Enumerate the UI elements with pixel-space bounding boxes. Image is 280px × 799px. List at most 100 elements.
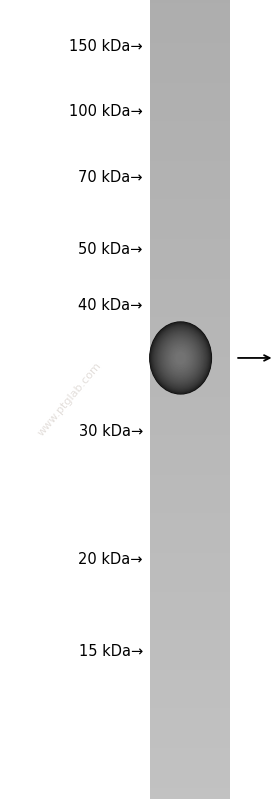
Ellipse shape <box>173 349 188 367</box>
Bar <box>150 644 230 647</box>
Bar <box>150 307 230 309</box>
Bar <box>150 480 230 483</box>
Bar <box>150 593 230 595</box>
Bar <box>150 30 230 32</box>
Bar <box>150 171 230 174</box>
Bar <box>150 551 230 553</box>
Bar <box>150 139 230 142</box>
Bar <box>150 694 230 697</box>
Bar <box>150 761 230 763</box>
Bar <box>150 324 230 328</box>
Bar <box>150 67 230 70</box>
Bar <box>150 383 230 385</box>
Bar <box>150 443 230 446</box>
Bar <box>150 496 230 499</box>
Bar <box>150 566 230 569</box>
Bar <box>150 339 230 342</box>
Bar <box>150 521 230 523</box>
Bar <box>150 569 230 571</box>
Text: www.ptglab.com: www.ptglab.com <box>36 360 104 439</box>
Bar <box>150 265 230 268</box>
Ellipse shape <box>160 333 202 383</box>
Bar <box>150 523 230 526</box>
Ellipse shape <box>177 354 184 362</box>
Bar <box>150 93 230 96</box>
Bar <box>150 455 230 457</box>
Bar <box>150 43 230 46</box>
Bar <box>150 769 230 771</box>
Bar <box>150 311 230 314</box>
Bar <box>150 717 230 719</box>
Bar <box>150 652 230 655</box>
Ellipse shape <box>155 328 206 388</box>
Ellipse shape <box>168 343 193 373</box>
Ellipse shape <box>151 324 210 392</box>
Bar <box>150 293 230 296</box>
Bar <box>150 14 230 16</box>
Bar <box>150 153 230 156</box>
Bar <box>150 27 230 30</box>
Bar <box>150 672 230 675</box>
Ellipse shape <box>157 330 205 386</box>
Bar <box>150 545 230 547</box>
Bar <box>150 476 230 479</box>
Ellipse shape <box>168 344 193 372</box>
Bar <box>150 117 230 120</box>
Bar <box>150 764 230 767</box>
Bar <box>150 379 230 382</box>
Bar <box>150 737 230 739</box>
Bar <box>150 696 230 699</box>
Bar <box>150 507 230 510</box>
Ellipse shape <box>152 324 209 392</box>
Bar <box>150 660 230 663</box>
Bar <box>150 385 230 388</box>
Ellipse shape <box>178 354 184 361</box>
Bar <box>150 475 230 478</box>
Bar <box>150 574 230 577</box>
Bar <box>150 742 230 745</box>
Bar <box>150 267 230 270</box>
Ellipse shape <box>176 353 185 363</box>
Bar <box>150 285 230 288</box>
Bar <box>150 135 230 137</box>
Bar <box>150 766 230 769</box>
Bar <box>150 686 230 689</box>
Bar <box>150 201 230 204</box>
Bar <box>150 11 230 14</box>
Ellipse shape <box>172 348 189 368</box>
Bar <box>150 650 230 654</box>
Bar <box>150 670 230 673</box>
Bar <box>150 435 230 438</box>
Ellipse shape <box>179 356 182 360</box>
Ellipse shape <box>173 349 188 366</box>
Bar <box>150 387 230 390</box>
Bar <box>150 467 230 470</box>
Bar <box>150 628 230 631</box>
Bar <box>150 586 230 590</box>
Bar <box>150 167 230 170</box>
Bar <box>150 488 230 491</box>
Bar <box>150 682 230 686</box>
Bar <box>150 509 230 511</box>
Bar <box>150 547 230 550</box>
Bar <box>150 412 230 415</box>
Ellipse shape <box>159 332 202 383</box>
Bar <box>150 113 230 116</box>
Bar <box>150 115 230 117</box>
Bar <box>150 706 230 710</box>
Bar <box>150 50 230 52</box>
Bar <box>150 505 230 507</box>
Bar <box>150 753 230 755</box>
Bar <box>150 315 230 317</box>
Ellipse shape <box>151 323 210 392</box>
Bar <box>150 125 230 128</box>
Bar <box>150 487 230 489</box>
Ellipse shape <box>155 328 207 388</box>
Ellipse shape <box>163 337 199 379</box>
Ellipse shape <box>158 332 203 384</box>
Bar <box>150 754 230 757</box>
Bar <box>150 119 230 121</box>
Bar <box>150 459 230 462</box>
Bar <box>150 409 230 411</box>
Bar <box>150 161 230 164</box>
